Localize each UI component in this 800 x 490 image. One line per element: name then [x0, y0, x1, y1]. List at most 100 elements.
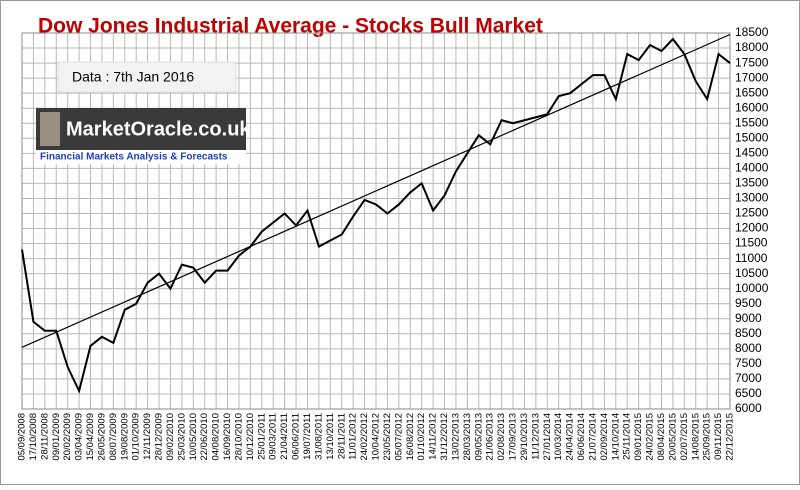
y-tick-label: 9500 [735, 296, 762, 310]
x-tick-label: 11/01/2012 [348, 413, 359, 460]
y-tick-label: 17500 [735, 55, 769, 69]
x-tick-label: 05/07/2012 [393, 413, 404, 461]
x-tick-label: 21/07/2014 [587, 413, 598, 461]
x-tick-label: 28/03/2013 [462, 413, 473, 461]
y-tick-label: 13500 [735, 176, 769, 190]
x-tick-label: 27/01/2014 [542, 413, 553, 461]
x-tick-label: 16/09/2010 [222, 413, 233, 461]
y-tick-label: 11500 [735, 236, 768, 250]
plot-border [21, 32, 731, 410]
x-tick-label: 29/10/2013 [519, 413, 530, 461]
x-tick-label: 20/05/2015 [667, 413, 678, 461]
x-tick-label: 09/01/2015 [633, 413, 644, 461]
x-tick-label: 09/03/2011 [268, 413, 279, 460]
x-tick-label: 17/10/2008 [28, 413, 39, 461]
y-tick-label: 12000 [735, 221, 769, 235]
x-tick-label: 15/04/2009 [85, 413, 96, 461]
y-tick-label: 11000 [735, 251, 768, 265]
y-tick-label: 10500 [735, 266, 769, 280]
data-note: Data : 7th Jan 2016 [72, 69, 194, 85]
y-tick-label: 15500 [735, 115, 769, 129]
x-tick-label: 21/04/2011 [279, 413, 290, 460]
x-tick-label: 22/12/2015 [725, 413, 736, 461]
price-line [21, 37, 731, 394]
x-tick-label: 10/03/2014 [553, 413, 564, 461]
x-tick-label: 09/05/2013 [473, 413, 484, 461]
x-tick-label: 25/01/2011 [256, 413, 267, 460]
y-tick-label: 16500 [735, 85, 769, 99]
x-tick-label: 14/11/2012 [428, 413, 439, 460]
y-tick-label: 10000 [735, 281, 769, 295]
y-tick-label: 14000 [735, 161, 769, 175]
x-tick-label: 13/02/2013 [450, 413, 461, 461]
x-tick-label: 31/12/2012 [439, 413, 450, 461]
x-tick-label: 24/02/2012 [359, 413, 370, 461]
x-tick-label: 02/09/2014 [599, 413, 610, 461]
x-tick-label: 22/06/2010 [199, 413, 210, 461]
x-tick-label: 10/12/2010 [245, 413, 256, 461]
x-tick-label: 19/08/2009 [119, 413, 130, 461]
note-box [57, 61, 237, 93]
x-tick-label: 19/07/2011 [302, 413, 313, 460]
y-tick-label: 9000 [735, 311, 762, 325]
x-tick-label: 23/05/2012 [382, 413, 393, 461]
x-tick-label: 06/06/2011 [291, 413, 302, 460]
x-tick-label: 02/07/2015 [679, 413, 690, 461]
x-tick-label: 25/03/2010 [176, 413, 187, 461]
x-tick-label: 09/11/2015 [713, 413, 724, 460]
x-tick-label: 28/11/2008 [39, 413, 50, 460]
x-tick-label: 25/11/2014 [622, 413, 633, 460]
y-tick-label: 13000 [735, 191, 769, 205]
y-tick-label: 14500 [735, 145, 769, 159]
x-tick-label: 14/10/2014 [610, 413, 621, 461]
logo-box [36, 108, 246, 150]
x-tick-label: 03/04/2009 [74, 413, 85, 461]
x-tick-label: 25/09/2015 [702, 413, 713, 461]
y-tick-label: 7000 [735, 371, 762, 385]
x-tick-label: 24/02/2015 [645, 413, 656, 461]
logo-icon [40, 112, 60, 146]
y-tick-label: 18500 [735, 25, 769, 39]
x-tick-label: 01/10/2012 [416, 413, 427, 461]
x-tick-label: 06/06/2014 [576, 413, 587, 461]
y-tick-label: 17000 [735, 70, 769, 84]
y-tick-label: 7500 [735, 356, 762, 370]
x-tick-label: 02/08/2013 [496, 413, 507, 461]
x-tick-label: 05/09/2008 [17, 413, 28, 461]
y-tick-label: 12500 [735, 206, 769, 220]
x-tick-label: 21/06/2013 [485, 413, 496, 461]
y-tick-label: 15000 [735, 130, 769, 144]
chart-title: Dow Jones Industrial Average - Stocks Bu… [38, 15, 543, 38]
x-tick-label: 26/05/2009 [96, 413, 107, 461]
x-tick-label: 04/08/2010 [211, 413, 222, 461]
x-tick-label: 14/08/2015 [690, 413, 701, 461]
x-tick-label: 09/01/2009 [51, 413, 62, 461]
y-tick-label: 8500 [735, 326, 762, 340]
y-tick-label: 18000 [735, 40, 769, 54]
x-tick-label: 28/10/2010 [233, 413, 244, 461]
x-tick-label: 28/11/2011 [336, 413, 347, 459]
x-tick-label: 16/08/2012 [405, 413, 416, 461]
y-tick-label: 6000 [735, 401, 762, 415]
x-tick-label: 08/07/2009 [108, 413, 119, 461]
x-tick-label: 20/02/2009 [62, 413, 73, 461]
x-tick-label: 13/10/2011 [325, 413, 336, 460]
y-tick-label: 16000 [735, 100, 769, 114]
x-tick-label: 11/12/2013 [530, 413, 541, 460]
x-tick-label: 12/11/2009 [142, 413, 153, 460]
x-tick-label: 01/10/2009 [131, 413, 142, 461]
x-tick-label: 10/04/2012 [371, 413, 382, 461]
x-tick-label: 09/02/2010 [165, 413, 176, 461]
logo-text: MarketOracle.co.uk [66, 118, 251, 140]
x-tick-label: 10/05/2010 [188, 413, 199, 461]
y-tick-label: 6500 [735, 386, 762, 400]
logo-tagline: Financial Markets Analysis & Forecasts [40, 152, 228, 163]
x-tick-label: 08/04/2015 [656, 413, 667, 461]
logo-tag-box [36, 150, 246, 164]
x-tick-label: 28/12/2009 [154, 413, 165, 461]
trend-line [21, 33, 731, 348]
x-tick-label: 24/04/2014 [565, 413, 576, 461]
y-tick-label: 8000 [735, 341, 762, 355]
x-tick-label: 17/09/2013 [508, 413, 519, 461]
